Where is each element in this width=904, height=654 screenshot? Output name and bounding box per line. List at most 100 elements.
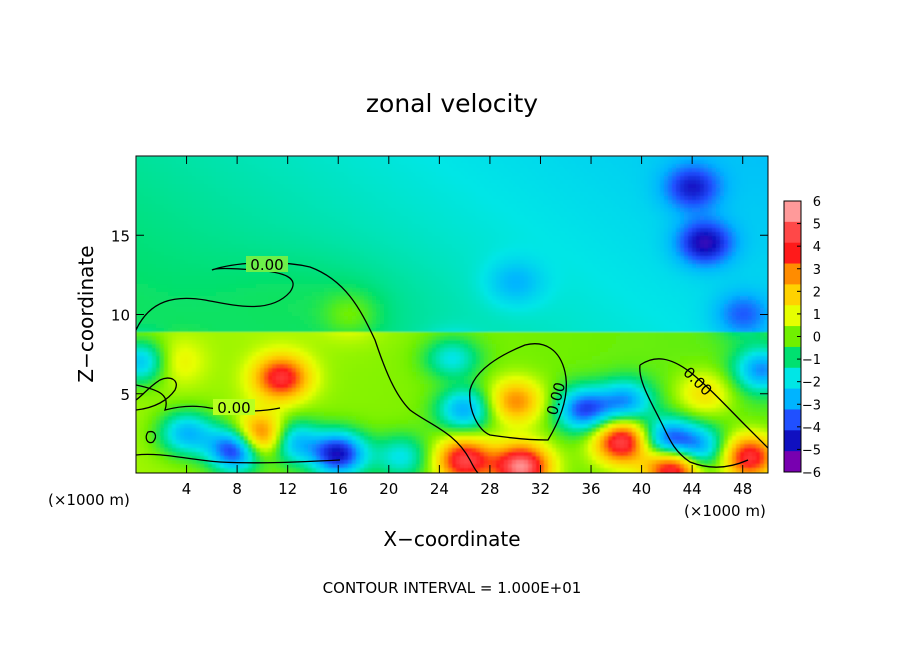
heatmap-cell — [200, 168, 205, 173]
heatmap-cell — [712, 176, 717, 181]
heatmap-cell — [316, 224, 321, 229]
heatmap-cell — [736, 232, 741, 237]
heatmap-cell — [616, 248, 621, 253]
heatmap-cell — [368, 156, 373, 161]
heatmap-cell — [720, 172, 725, 177]
heatmap-cell — [464, 264, 469, 269]
heatmap-cell — [544, 248, 549, 253]
heatmap-cell — [500, 256, 505, 261]
heatmap-cell — [608, 244, 613, 249]
heatmap-cell — [756, 224, 761, 229]
heatmap-cell — [296, 184, 301, 189]
heatmap-cell — [192, 184, 197, 189]
heatmap-cell — [428, 280, 433, 285]
heatmap-cell — [720, 196, 725, 201]
heatmap-cell — [380, 272, 385, 277]
heatmap-cell — [136, 280, 141, 285]
heatmap-cell — [668, 232, 673, 237]
heatmap-cell — [336, 168, 341, 173]
heatmap-cell — [756, 232, 761, 237]
heatmap-cell — [364, 248, 369, 253]
heatmap-cell — [668, 164, 673, 169]
heatmap-cell — [280, 192, 285, 197]
heatmap-cell — [508, 196, 513, 201]
heatmap-cell — [748, 188, 753, 193]
heatmap-cell — [372, 216, 377, 221]
heatmap-cell — [432, 184, 437, 189]
heatmap-cell — [588, 224, 593, 229]
heatmap-cell — [560, 224, 565, 229]
heatmap-cell — [508, 184, 513, 189]
heatmap-cell — [236, 228, 241, 233]
heatmap-cell — [348, 276, 353, 281]
heatmap-cell — [644, 212, 649, 217]
heatmap-cell — [336, 208, 341, 213]
heatmap-cell — [496, 164, 501, 169]
heatmap-cell — [148, 228, 153, 233]
heatmap-cell — [468, 192, 473, 197]
heatmap-cell — [484, 224, 489, 229]
heatmap-cell — [324, 200, 329, 205]
heatmap-cell — [244, 204, 249, 209]
heatmap-cell — [164, 232, 169, 237]
heatmap-cell — [492, 212, 497, 217]
heatmap-cell — [160, 252, 165, 257]
heatmap-cell — [644, 248, 649, 253]
heatmap-cell — [488, 228, 493, 233]
heatmap-cell — [428, 244, 433, 249]
heatmap-cell — [364, 184, 369, 189]
heatmap-cell — [148, 276, 153, 281]
heatmap-cell — [340, 256, 345, 261]
heatmap-cell — [424, 276, 429, 281]
heatmap-cell — [184, 256, 189, 261]
heatmap-cell — [656, 276, 661, 281]
heatmap-cell — [596, 180, 601, 185]
heatmap-cell — [140, 184, 145, 189]
heatmap-cell — [712, 272, 717, 277]
heatmap-cell — [200, 212, 205, 217]
heatmap-cell — [288, 248, 293, 253]
heatmap-cell — [188, 264, 193, 269]
heatmap-cell — [448, 192, 453, 197]
heatmap-cell — [440, 244, 445, 249]
heatmap-cell — [648, 264, 653, 269]
heatmap-cell — [452, 204, 457, 209]
heatmap-cell — [312, 208, 317, 213]
heatmap-cell — [648, 216, 653, 221]
heatmap-cell — [652, 172, 657, 177]
heatmap-cell — [448, 224, 453, 229]
heatmap-cell — [504, 156, 509, 161]
heatmap-cell — [652, 276, 657, 281]
heatmap-cell — [192, 188, 197, 193]
heatmap-cell — [752, 196, 757, 201]
heatmap-cell — [584, 224, 589, 229]
heatmap-cell — [464, 280, 469, 285]
heatmap-cell — [320, 196, 325, 201]
heatmap-cell — [652, 188, 657, 193]
heatmap-cell — [220, 280, 225, 285]
heatmap-cell — [404, 228, 409, 233]
heatmap-cell — [604, 208, 609, 213]
heatmap-cell — [172, 156, 177, 161]
heatmap-cell — [188, 252, 193, 257]
heatmap-cell — [160, 244, 165, 249]
heatmap-cell — [376, 196, 381, 201]
heatmap-cell — [460, 248, 465, 253]
heatmap-cell — [548, 240, 553, 245]
heatmap-cell — [396, 204, 401, 209]
heatmap-cell — [320, 156, 325, 161]
heatmap-cell — [152, 276, 157, 281]
heatmap-cell — [344, 188, 349, 193]
heatmap-cell — [744, 160, 749, 165]
heatmap-cell — [364, 160, 369, 165]
heatmap-cell — [632, 168, 637, 173]
heatmap-cell — [628, 212, 633, 217]
heatmap-cell — [616, 272, 621, 277]
heatmap-cell — [596, 168, 601, 173]
heatmap-cell — [624, 252, 629, 257]
heatmap-cell — [424, 216, 429, 221]
heatmap-cell — [436, 224, 441, 229]
heatmap-cell — [584, 232, 589, 237]
heatmap-cell — [376, 236, 381, 241]
heatmap-cell — [200, 164, 205, 169]
